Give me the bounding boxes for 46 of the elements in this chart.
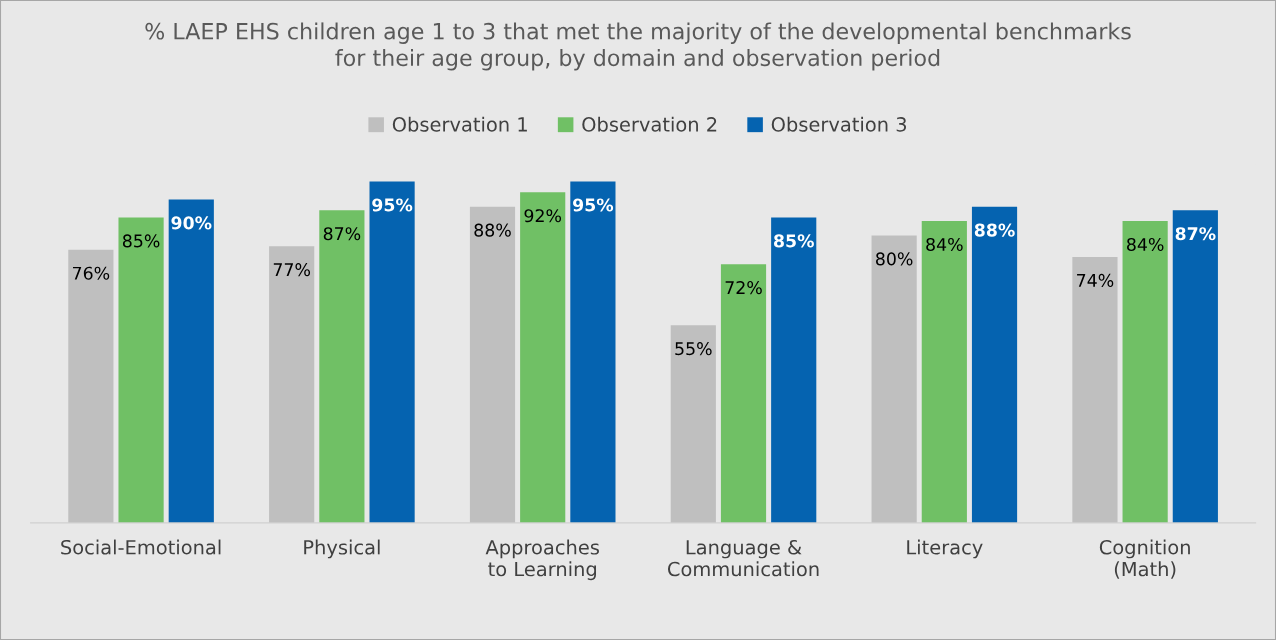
bar <box>670 325 716 523</box>
data-label: 88% <box>974 223 1015 237</box>
data-label: 88% <box>474 223 511 237</box>
bar <box>1122 221 1168 523</box>
data-label: 95% <box>573 198 614 212</box>
bar <box>720 264 767 523</box>
x-tick-label: Cognition (Math) <box>1099 539 1190 579</box>
legend-label: Observation 2 <box>582 116 717 132</box>
data-label: 72% <box>725 281 762 295</box>
x-tick-label: Approaches to Learning <box>485 539 599 581</box>
bar <box>971 206 1018 523</box>
bar <box>921 221 967 523</box>
x-tick-label: Social-Emotional <box>61 539 221 555</box>
bar <box>319 210 365 523</box>
data-label: 74% <box>1077 273 1114 287</box>
bar <box>118 217 164 523</box>
bar <box>520 192 566 523</box>
data-label: 80% <box>876 252 913 266</box>
data-label: 92% <box>524 209 562 223</box>
chart-title: % LAEP EHS children age 1 to 3 that met the majority of the developmental benchmarks for their age group, by domain and observation period <box>145 22 1131 71</box>
data-label: 85% <box>122 234 160 248</box>
x-tick-label: Literacy <box>907 539 983 559</box>
bar <box>771 217 817 523</box>
x-tick-label: Language & Communication <box>667 539 819 577</box>
bar <box>1072 257 1118 523</box>
data-label: 77% <box>273 263 311 277</box>
legend-label: Observation 1 <box>392 116 527 132</box>
bar <box>369 181 415 523</box>
bar <box>871 235 917 523</box>
bar <box>168 199 214 523</box>
x-tick-label: Physical <box>304 539 380 559</box>
bar <box>469 206 516 523</box>
data-label: 76% <box>73 266 110 280</box>
data-label: 90% <box>171 216 212 230</box>
data-label: 55% <box>675 342 712 356</box>
data-label: 84% <box>1127 237 1164 252</box>
data-label: 84% <box>926 237 963 252</box>
data-label: 85% <box>774 234 814 248</box>
data-label: 87% <box>323 227 361 241</box>
data-label: 87% <box>1175 227 1216 241</box>
bar <box>570 181 616 523</box>
legend-label: Observation 3 <box>771 116 907 132</box>
data-label: 95% <box>372 198 413 212</box>
bar <box>1172 210 1218 523</box>
bar <box>269 246 315 523</box>
bar <box>68 249 114 523</box>
